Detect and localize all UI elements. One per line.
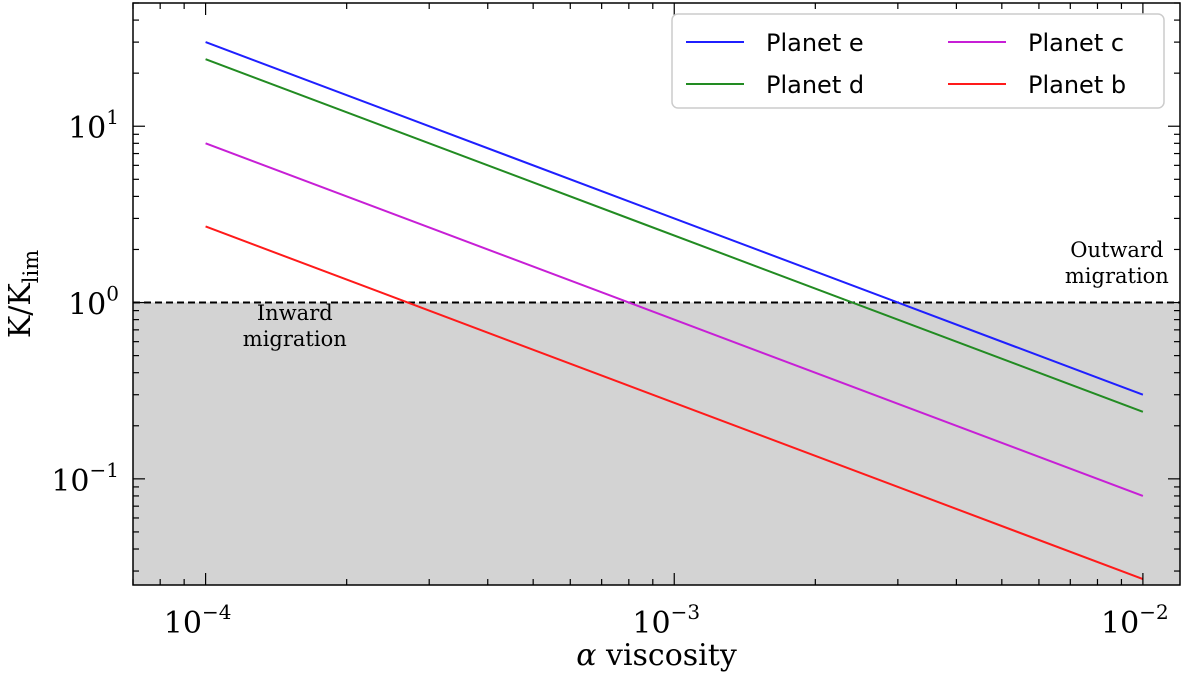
legend: Planet e Planet d Planet c Planet b (671, 13, 1165, 109)
annotation-line: Outward (1070, 238, 1163, 262)
axis-labels: 10−4 10−3 10−2 10−1 100 101 α viscosity K/Klim (3, 105, 1169, 673)
y-axis-label: K/Klim (3, 250, 43, 338)
y-tick-label: 10−1 (51, 458, 119, 499)
legend-item-planet-b: Planet b (948, 71, 1126, 99)
annotation-outward: Outward migration (1065, 238, 1169, 288)
series-line-planet-b (205, 225, 1144, 581)
legend-label: Planet d (766, 71, 864, 99)
annotation-line: Inward (257, 301, 333, 325)
legend-label: Planet c (1028, 29, 1124, 57)
x-axis-label: α viscosity (576, 638, 737, 673)
annotation-inward: Inward migration (243, 301, 347, 351)
annotation-line: migration (243, 327, 347, 351)
x-tick-label: 10−3 (632, 600, 700, 641)
series-line-planet-d (205, 58, 1144, 413)
legend-item-planet-e: Planet e (686, 29, 864, 57)
series-line-planet-e (205, 41, 1144, 396)
legend-item-planet-c: Planet c (948, 29, 1124, 57)
annotation-line: migration (1065, 264, 1169, 288)
y-tick-label: 100 (68, 282, 119, 323)
legend-label: Planet b (1028, 71, 1126, 99)
axes (132, 2, 1181, 586)
y-tick-label: 101 (68, 105, 119, 146)
plot-frame (132, 2, 1181, 586)
legend-item-planet-d: Planet d (686, 71, 864, 99)
legend-label: Planet e (766, 29, 864, 57)
x-tick-label: 10−2 (1101, 600, 1169, 641)
x-tick-label: 10−4 (164, 600, 232, 641)
series-line-planet-c (205, 142, 1144, 497)
legend-box (671, 13, 1165, 109)
